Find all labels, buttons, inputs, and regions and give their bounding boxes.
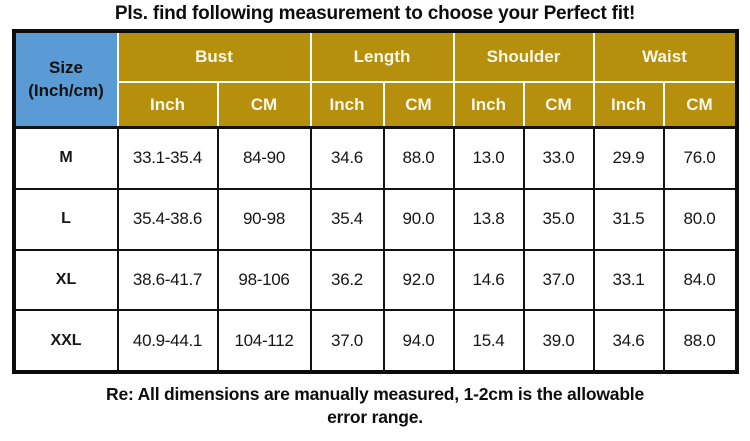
row-l-bust-inch: 35.4-38.6 xyxy=(118,189,217,249)
size-chart-page: Pls. find following measurement to choos… xyxy=(0,3,750,429)
header-size: Size (Inch/cm) xyxy=(15,33,117,126)
row-m-length-cm: 88.0 xyxy=(384,129,453,188)
subheader-bust-cm: CM xyxy=(218,83,310,126)
row-m-length-inch: 34.6 xyxy=(311,129,383,188)
row-m-waist-inch: 29.9 xyxy=(594,129,663,188)
row-xxl-waist-cm: 88.0 xyxy=(664,311,735,370)
header-group-length: Length xyxy=(311,33,453,81)
row-l-shoulder-inch: 13.8 xyxy=(454,189,523,249)
subheader-length-cm: CM xyxy=(384,83,453,126)
row-xxl-bust-inch: 40.9-44.1 xyxy=(118,311,217,370)
row-xl-bust-inch: 38.6-41.7 xyxy=(118,250,217,310)
row-l-shoulder-cm: 35.0 xyxy=(524,189,593,249)
row-m-waist-cm: 76.0 xyxy=(664,129,735,188)
row-m-shoulder-cm: 33.0 xyxy=(524,129,593,188)
row-l-length-cm: 90.0 xyxy=(384,189,453,249)
row-l-length-inch: 35.4 xyxy=(311,189,383,249)
row-m-size-label: M xyxy=(15,129,117,188)
header-group-bust: Bust xyxy=(118,33,310,81)
row-xxl-waist-inch: 34.6 xyxy=(594,311,663,370)
size-chart-table: Size (Inch/cm) Bust Length Shoulder Wais… xyxy=(11,29,739,374)
row-m-bust-inch: 33.1-35.4 xyxy=(118,129,217,188)
row-xl-waist-cm: 84.0 xyxy=(664,250,735,310)
row-m-bust-cm: 84-90 xyxy=(218,129,310,188)
row-l-waist-cm: 80.0 xyxy=(664,189,735,249)
row-xxl-bust-cm: 104-112 xyxy=(218,311,310,370)
row-xl-length-inch: 36.2 xyxy=(311,250,383,310)
row-xl-waist-inch: 33.1 xyxy=(594,250,663,310)
row-l-waist-inch: 31.5 xyxy=(594,189,663,249)
page-title: Pls. find following measurement to choos… xyxy=(114,3,636,24)
header-size-line2: (Inch/cm) xyxy=(28,80,104,100)
row-xxl-shoulder-inch: 15.4 xyxy=(454,311,523,370)
row-l-size-label: L xyxy=(15,189,117,249)
row-xl-size-label: XL xyxy=(15,250,117,310)
subheader-shoulder-inch: Inch xyxy=(454,83,523,126)
row-xl-bust-cm: 98-106 xyxy=(218,250,310,310)
header-size-line1: Size xyxy=(48,58,84,78)
table-body: M 33.1-35.4 84-90 34.6 88.0 13.0 33.0 29… xyxy=(15,126,735,370)
header-group-shoulder: Shoulder xyxy=(454,33,593,81)
subheader-length-inch: Inch xyxy=(311,83,383,126)
subheader-bust-inch: Inch xyxy=(118,83,217,126)
row-xxl-size-label: XXL xyxy=(15,311,117,370)
row-xl-length-cm: 92.0 xyxy=(384,250,453,310)
header-group-waist: Waist xyxy=(594,33,735,81)
row-m-shoulder-inch: 13.0 xyxy=(454,129,523,188)
row-l-bust-cm: 90-98 xyxy=(218,189,310,249)
row-xl-shoulder-inch: 14.6 xyxy=(454,250,523,310)
row-xxl-length-cm: 94.0 xyxy=(384,311,453,370)
table-header: Size (Inch/cm) Bust Length Shoulder Wais… xyxy=(15,33,735,126)
subheader-shoulder-cm: CM xyxy=(524,83,593,126)
row-xxl-shoulder-cm: 39.0 xyxy=(524,311,593,370)
row-xl-shoulder-cm: 37.0 xyxy=(524,250,593,310)
subheader-waist-cm: CM xyxy=(664,83,735,126)
row-xxl-length-inch: 37.0 xyxy=(311,311,383,370)
footer-note: Re: All dimensions are manually measured… xyxy=(106,384,644,427)
subheader-waist-inch: Inch xyxy=(594,83,663,126)
